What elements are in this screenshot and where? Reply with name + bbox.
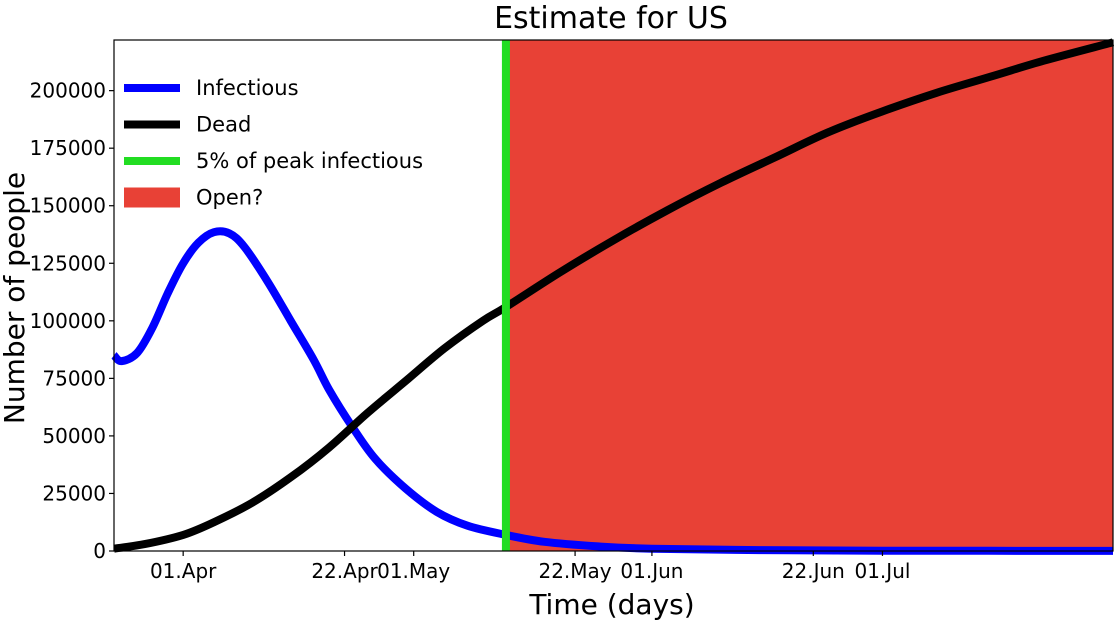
y-tick-label: 75000 — [42, 366, 106, 390]
x-axis-ticks: 01.Apr 22.Apr 01.May 22.May 01.Jun 22.Jun 01.J… — [150, 551, 910, 583]
chart-title: Estimate for US — [494, 1, 728, 36]
legend-label: Dead — [196, 113, 251, 137]
y-tick-label: 100000 — [30, 309, 106, 333]
open-region-layer — [505, 40, 1113, 551]
plot-frame — [113, 39, 1114, 552]
legend-label: Open? — [196, 186, 263, 210]
legend-entry-infectious: Infectious — [124, 76, 299, 100]
x-tick-label: 01.Apr — [150, 559, 217, 583]
y-tick-label: 150000 — [30, 194, 106, 218]
x-tick-label: 22.May — [538, 559, 611, 583]
x-axis-label: Time (days) — [528, 588, 694, 621]
x-tick-label: 01.Jul — [854, 559, 910, 583]
legend-entry-dead: Dead — [124, 113, 251, 137]
y-tick-label: 175000 — [30, 136, 106, 160]
open-region — [505, 40, 1113, 551]
y-tick-label: 125000 — [30, 251, 106, 275]
legend-label: 5% of peak infectious — [196, 149, 423, 173]
x-tick-label: 01.May — [377, 559, 450, 583]
x-tick-label: 22.Jun — [782, 559, 845, 583]
series-line-infectious — [111, 227, 1114, 555]
y-axis-ticks: 0 25000 50000 75000 100000 125000 150000 175000… — [30, 79, 114, 563]
x-tick-label: 01.Jun — [620, 559, 683, 583]
y-tick-label: 200000 — [30, 79, 106, 103]
y-tick-label: 50000 — [42, 424, 106, 448]
y-tick-label: 0 — [93, 539, 106, 563]
y-axis-label: Number of people — [0, 172, 31, 424]
x-tick-label: 22.Apr — [311, 559, 378, 583]
legend: Infectious Dead 5% of peak infectious Open? — [124, 76, 423, 210]
legend-entry-open: Open? — [124, 186, 263, 210]
legend-label: Infectious — [196, 76, 299, 100]
y-tick-label: 25000 — [42, 481, 106, 505]
legend-swatch — [124, 187, 180, 208]
legend-entry-threshold: 5% of peak infectious — [124, 149, 423, 173]
